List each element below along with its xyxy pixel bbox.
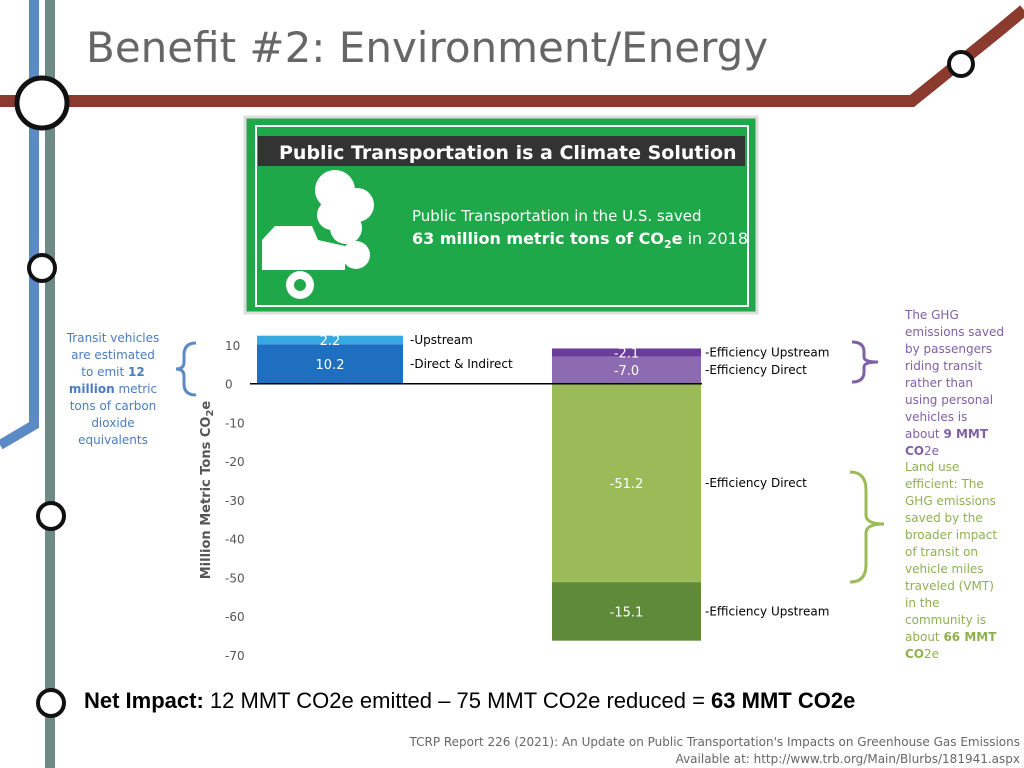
chart: 10 0 -10 -20 -30 -40 -50 -60 -70 Million Metric T…: [199, 333, 829, 663]
banner-line2: 63 million metric tons of CO2e in 2018: [412, 229, 748, 251]
data-label: -51.2: [610, 477, 644, 492]
segment-label: -Efficiency Direct: [705, 363, 807, 377]
segment-label: -Efficiency Upstream: [705, 346, 829, 360]
net-result: 63 MMT CO2e: [711, 688, 856, 713]
note-bold: 12 million: [68, 365, 145, 396]
segment-label: -Efficiency Upstream: [705, 604, 829, 618]
data-label: 2.2: [320, 334, 341, 349]
segment-label: -Upstream: [410, 333, 473, 347]
left-note: Transit vehicles are estimated to emit 1…: [64, 330, 162, 449]
y-label-end: e: [199, 401, 214, 410]
y-tick-label: -70: [225, 649, 245, 663]
data-label: -7.0: [614, 364, 639, 379]
data-label: 10.2: [316, 358, 345, 373]
y-tick-label: -10: [225, 416, 245, 430]
note-text: 2e: [924, 647, 940, 661]
y-tick-label: -40: [225, 533, 245, 547]
right-note-top: The GHG emissions saved by passengers ri…: [905, 307, 1005, 460]
y-tick-label: -20: [225, 455, 245, 469]
net-impact: Net Impact: 12 MMT CO2e emitted – 75 MMT…: [84, 688, 855, 714]
segment-label: -Efficiency Direct: [705, 476, 807, 490]
y-tick-label: -50: [225, 571, 245, 585]
note-text: metric tons of carbon dioxide equivalent…: [69, 382, 158, 447]
net-text: 12 MMT CO2e emitted – 75 MMT CO2e reduce…: [203, 688, 712, 713]
braces: [175, 340, 885, 584]
y-tick-label: -30: [225, 494, 245, 508]
note-bold: 9 MMT CO: [905, 427, 989, 458]
banner-heading: Public Transportation is a Climate Solut…: [279, 142, 737, 164]
data-label: -2.1: [614, 347, 639, 362]
bar-segment: [552, 348, 701, 357]
source-line: Available at: http://www.trb.org/Main/Bl…: [675, 752, 1020, 766]
bar-segment: [552, 582, 701, 641]
y-tick-label: 0: [225, 378, 233, 392]
y-tick-label: -60: [225, 610, 245, 624]
note-text: Land use efficient: The GHG emissions sa…: [905, 460, 998, 644]
banner-e: e: [672, 229, 683, 248]
y-label-text: Million Metric Tons CO: [199, 417, 214, 580]
y-tick-label: 10: [225, 339, 240, 353]
source-line: TCRP Report 226 (2021): An Update on Pub…: [409, 735, 1020, 749]
data-label: -15.1: [610, 605, 644, 620]
note-bold: 66 MMT CO: [905, 630, 997, 661]
note-text: Transit vehicles are estimated to emit: [66, 331, 160, 379]
y-axis-label: Million Metric Tons CO2e: [199, 401, 216, 580]
banner-line1: Public Transportation in the U.S. saved: [412, 207, 702, 225]
source: TCRP Report 226 (2021): An Update on Pub…: [409, 734, 1020, 768]
bar-segment: [552, 356, 701, 384]
banner: Public Transportation is a Climate Solut…: [243, 115, 759, 315]
banner-bold: 63 million metric tons of CO: [412, 229, 664, 248]
note-text: 2e: [924, 444, 940, 458]
slide-title: Benefit #2: Environment/Energy: [86, 23, 768, 72]
bar-segment: [257, 335, 403, 345]
y-label-sub: 2: [205, 410, 216, 417]
banner-rest: in 2018: [683, 229, 748, 248]
banner-sub: 2: [664, 238, 672, 251]
car-icon: [262, 170, 374, 299]
right-note-bottom: Land use efficient: The GHG emissions sa…: [905, 459, 1001, 663]
segment-label: -Direct & Indirect: [410, 357, 513, 371]
bar-segment: [552, 383, 701, 583]
note-text: The GHG emissions saved by passengers ri…: [905, 308, 1004, 441]
net-label: Net Impact:: [84, 688, 204, 713]
bar-segment: [257, 344, 403, 384]
